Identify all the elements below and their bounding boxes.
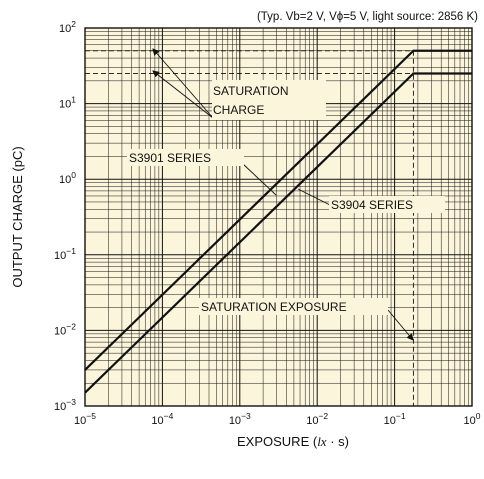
saturation-charge-leader-upper [152, 48, 214, 119]
s3901-label: S3901 SERIES [129, 151, 211, 165]
saturation-charge-label-line2: CHARGE [213, 103, 264, 117]
x-axis-title-unit: lx [317, 434, 327, 449]
x-tick-label: 100 [464, 411, 481, 427]
saturation-exposure-leader [387, 309, 414, 341]
y-tick-label: 102 [59, 19, 76, 35]
x-axis-title-end: ) [345, 434, 349, 449]
x-axis-title: EXPOSURE (lx · s) [237, 434, 349, 449]
saturation-exposure-label: SATURATION EXPOSURE [201, 300, 347, 314]
s3901-leader [242, 163, 277, 196]
x-tick-base: 10 [151, 415, 163, 427]
y-tick-label: 10−1 [54, 246, 76, 262]
x-axis-title-mid: · s [327, 434, 346, 449]
y-axis-title: OUTPUT CHARGE (pC) [10, 146, 25, 287]
plot-frame [84, 27, 473, 407]
x-tick-labels: 10−5 10−4 10−3 10−2 10−1 100 [74, 411, 481, 427]
series-line-s3904-series [84, 72, 472, 394]
x-tick-base: 10 [384, 415, 396, 427]
y-tick-base: 10 [54, 401, 66, 413]
x-tick-label: 10−3 [229, 411, 251, 427]
y-tick-base: 10 [59, 99, 71, 111]
y-tick-base: 10 [54, 325, 66, 337]
s3904-label: S3904 SERIES [331, 198, 413, 212]
x-tick-exponent: −4 [164, 411, 174, 421]
saturation-charge-label-bg [212, 80, 326, 120]
x-tick-base: 10 [306, 415, 318, 427]
y-tick-label: 10−3 [54, 397, 76, 413]
s3904-label-bg [329, 196, 445, 213]
y-tick-exponent: −3 [66, 397, 76, 407]
x-axis-title-main: EXPOSURE ( [237, 434, 318, 449]
data-series [84, 49, 472, 394]
y-tick-label: 101 [59, 95, 76, 111]
x-tick-label: 10−5 [74, 411, 96, 427]
series-line-s3901-series [84, 49, 472, 371]
y-tick-base: 10 [59, 174, 71, 186]
x-tick-base: 10 [74, 415, 86, 427]
saturation-exposure-label-bg [199, 298, 388, 315]
condition-note: (Typ. Vb=2 V, Vϕ=5 V, light source: 2856… [257, 11, 478, 23]
x-tick-exponent: −1 [396, 411, 406, 421]
y-tick-exponent: 2 [71, 19, 76, 29]
saturation-guide-lines [85, 50, 414, 406]
x-tick-exponent: 0 [476, 411, 481, 421]
y-tick-label: 100 [59, 170, 76, 186]
x-tick-exponent: −5 [86, 411, 96, 421]
annotations: SATURATION CHARGE S3901 SERIES S3904 SER… [127, 48, 445, 341]
y-tick-base: 10 [54, 250, 66, 262]
s3904-leader [297, 188, 331, 206]
y-tick-label: 10−2 [54, 321, 76, 337]
s3901-label-bg [127, 149, 244, 166]
y-tick-exponent: 1 [71, 95, 76, 105]
y-tick-exponent: −1 [66, 246, 76, 256]
x-tick-label: 10−4 [151, 411, 173, 427]
x-tick-base: 10 [464, 415, 476, 427]
x-tick-exponent: −2 [318, 411, 328, 421]
saturation-charge-label-line1: SATURATION [213, 84, 289, 98]
saturation-charge-leader-lower [152, 70, 214, 119]
x-tick-base: 10 [229, 415, 241, 427]
y-tick-exponent: 0 [71, 170, 76, 180]
y-tick-exponent: −2 [66, 321, 76, 331]
y-tick-base: 10 [59, 23, 71, 35]
x-tick-label: 10−2 [306, 411, 328, 427]
x-tick-exponent: −3 [241, 411, 251, 421]
x-tick-label: 10−1 [384, 411, 406, 427]
